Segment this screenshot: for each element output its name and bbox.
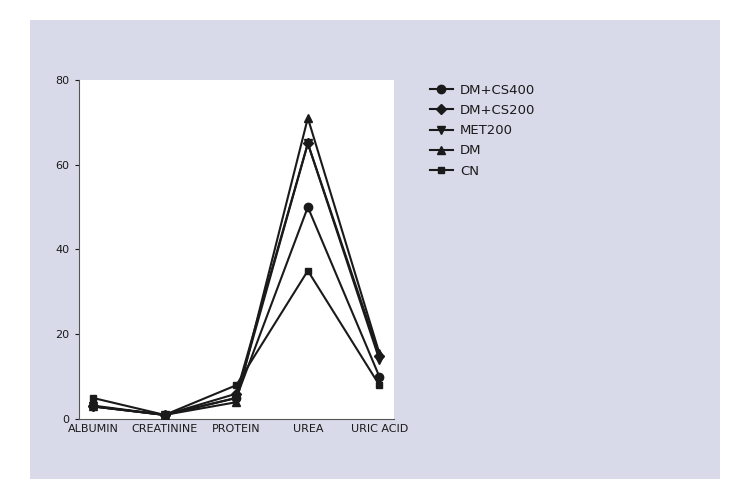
DM+CS400 bbox=[88, 403, 98, 409]
CN bbox=[303, 267, 312, 273]
DM bbox=[375, 350, 384, 356]
DM+CS400 bbox=[303, 204, 312, 210]
DM+CS200 bbox=[303, 141, 312, 147]
DM+CS400 bbox=[375, 374, 384, 380]
Line: DM+CS200: DM+CS200 bbox=[89, 140, 383, 418]
DM bbox=[160, 412, 170, 418]
CN bbox=[88, 395, 98, 401]
MET200 bbox=[303, 141, 312, 147]
Line: DM: DM bbox=[89, 114, 383, 419]
DM+CS200 bbox=[232, 391, 241, 397]
MET200 bbox=[232, 395, 241, 401]
DM+CS400 bbox=[232, 395, 241, 401]
Legend: DM+CS400, DM+CS200, MET200, DM, CN: DM+CS400, DM+CS200, MET200, DM, CN bbox=[425, 80, 539, 182]
DM+CS200 bbox=[160, 412, 170, 418]
MET200 bbox=[160, 412, 170, 418]
MET200 bbox=[375, 357, 384, 363]
CN bbox=[160, 412, 170, 418]
Line: DM+CS400: DM+CS400 bbox=[89, 203, 383, 419]
Line: CN: CN bbox=[89, 267, 383, 418]
CN bbox=[375, 382, 384, 388]
DM+CS400 bbox=[160, 412, 170, 418]
DM+CS200 bbox=[375, 352, 384, 358]
DM bbox=[303, 115, 312, 121]
CN bbox=[232, 382, 241, 388]
DM bbox=[88, 403, 98, 409]
MET200 bbox=[88, 403, 98, 409]
Line: MET200: MET200 bbox=[89, 139, 383, 419]
DM bbox=[232, 399, 241, 405]
DM+CS200 bbox=[88, 403, 98, 409]
